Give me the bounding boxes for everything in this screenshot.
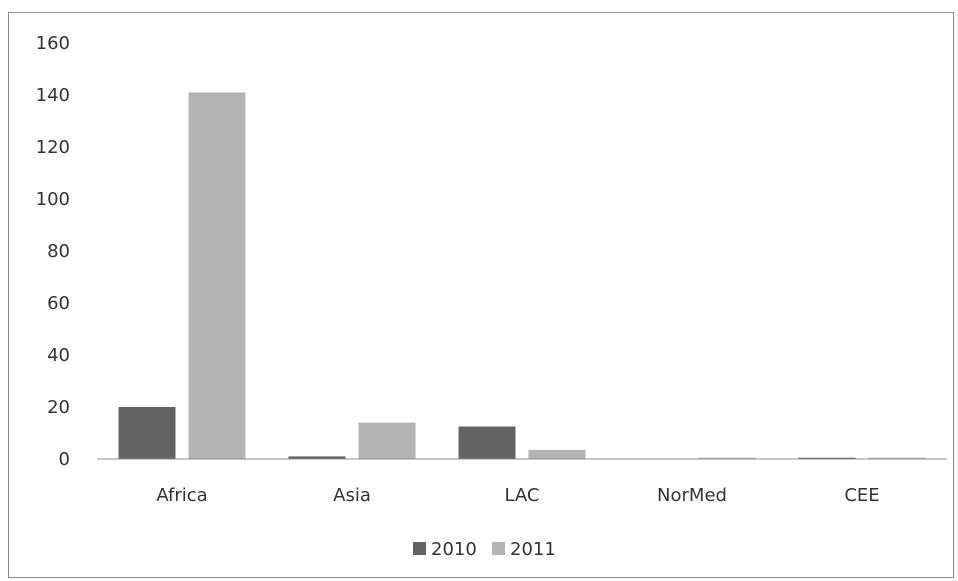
bar-2011-normed [698,457,756,459]
y-tick-label: 40 [47,345,70,366]
y-tick-label: 120 [36,137,70,158]
legend-label-2011: 2011 [510,539,556,560]
bar-2010-lac [458,426,516,459]
y-axis-ticks: 0 20 40 60 80 100 120 140 160 [36,33,70,470]
x-category-label: Africa [156,485,207,506]
x-category-label: CEE [844,485,879,506]
bar-2011-lac [528,449,586,459]
y-tick-label: 140 [36,85,70,106]
y-tick-label: 100 [36,189,70,210]
bar-2011-asia [358,422,416,459]
bar-2010-africa [118,407,176,459]
x-category-label: Asia [333,485,371,506]
legend-label-2010: 2010 [431,539,477,560]
legend-swatch-2011 [492,542,505,555]
y-tick-label: 20 [47,397,70,418]
legend: 2010 2011 [413,539,556,560]
y-tick-label: 0 [59,449,70,470]
x-category-label: NorMed [657,485,727,506]
bars [118,92,926,460]
legend-swatch-2010 [413,542,426,555]
y-tick-label: 60 [47,293,70,314]
y-tick-label: 160 [36,33,70,54]
bar-2010-cee [798,457,856,459]
x-category-label: LAC [504,485,539,506]
x-axis-labels: Africa Asia LAC NorMed CEE [156,485,879,506]
bar-2011-africa [188,92,246,460]
chart-frame [8,12,954,578]
bar-2011-cee [868,457,926,459]
bar-2010-asia [288,456,346,459]
y-tick-label: 80 [47,241,70,262]
